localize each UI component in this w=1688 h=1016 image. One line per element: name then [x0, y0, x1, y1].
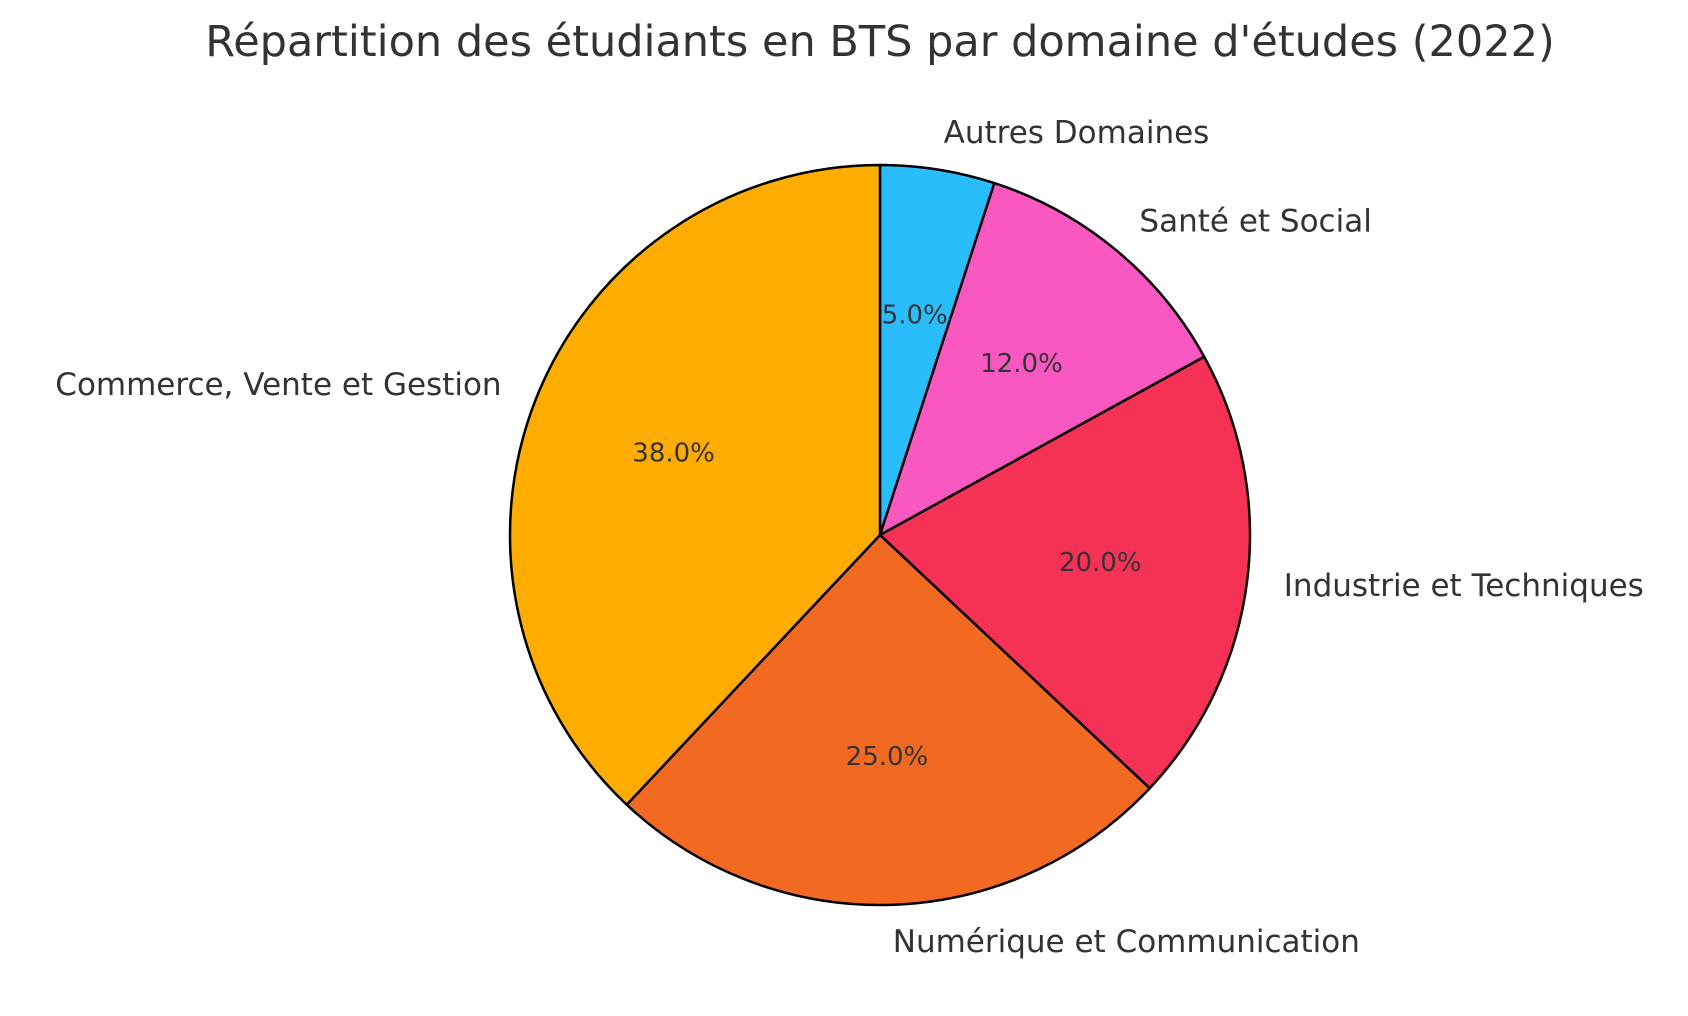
slice-percent-sante-et-social: 12.0%	[980, 349, 1063, 379]
slice-label-numerique-et-communication: Numérique et Communication	[893, 924, 1360, 960]
pie-slices	[508, 163, 1252, 907]
pie-labels: Autres Domaines 5.0% Santé et Social 12.0% I…	[55, 115, 1644, 960]
slice-percent-commerce-vente-et-gestion: 38.0%	[632, 438, 715, 468]
slice-percent-industrie-et-techniques: 20.0%	[1059, 548, 1142, 578]
slice-label-autres-domaines: Autres Domaines	[944, 115, 1210, 151]
slice-label-sante-et-social: Santé et Social	[1139, 203, 1371, 239]
slice-label-commerce-vente-et-gestion: Commerce, Vente et Gestion	[55, 367, 501, 403]
pie-slice-numerique-et-communication	[625, 533, 1151, 907]
pie-slice-industrie-et-techniques	[878, 355, 1252, 790]
slice-label-industrie-et-techniques: Industrie et Techniques	[1284, 568, 1644, 604]
slice-percent-autres-domaines: 5.0%	[882, 301, 948, 331]
pie-slice-sante-et-social	[878, 181, 1206, 537]
chart-title: Répartition des étudiants en BTS par dom…	[205, 17, 1554, 67]
pie-slice-commerce-vente-et-gestion	[508, 163, 882, 806]
slice-percent-numerique-et-communication: 25.0%	[846, 742, 929, 772]
